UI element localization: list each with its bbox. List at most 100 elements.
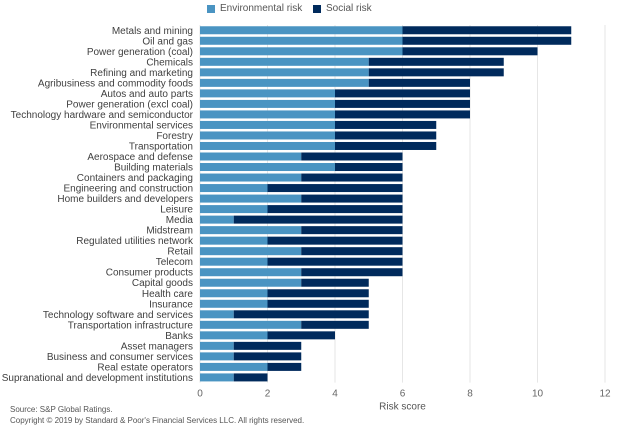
bar-social-risk bbox=[301, 152, 403, 161]
bar-environmental-risk bbox=[200, 26, 403, 35]
category-label: Transportation infrastructure bbox=[68, 320, 194, 331]
category-label: Environmental services bbox=[90, 120, 193, 131]
category-label: Midstream bbox=[146, 226, 193, 237]
bar-social-risk bbox=[301, 226, 403, 235]
bar-environmental-risk bbox=[200, 215, 234, 224]
bar-social-risk bbox=[233, 215, 403, 224]
category-label: Home builders and developers bbox=[57, 194, 193, 205]
legend-item-environmental: Environmental risk bbox=[207, 3, 302, 14]
x-axis-title: Risk score bbox=[379, 402, 426, 413]
legend-label-environmental: Environmental risk bbox=[220, 3, 303, 14]
category-label: Banks bbox=[165, 331, 193, 342]
category-label: Asset managers bbox=[121, 341, 193, 352]
bar-environmental-risk bbox=[200, 310, 234, 319]
category-label: Transportation bbox=[129, 141, 193, 152]
bar-environmental-risk bbox=[200, 110, 335, 119]
bar-environmental-risk bbox=[200, 247, 302, 256]
bar-social-risk bbox=[301, 320, 369, 329]
bar-environmental-risk bbox=[200, 78, 369, 87]
x-tick-label: 4 bbox=[332, 389, 338, 400]
bar-environmental-risk bbox=[200, 320, 302, 329]
bars bbox=[200, 26, 572, 382]
x-tick-label: 0 bbox=[197, 389, 203, 400]
bar-social-risk bbox=[368, 68, 504, 77]
category-label: Real estate operators bbox=[97, 362, 193, 373]
bar-environmental-risk bbox=[200, 99, 335, 108]
category-label: Capital goods bbox=[132, 278, 193, 289]
legend: Environmental risk Social risk bbox=[0, 3, 633, 17]
bar-social-risk bbox=[233, 341, 302, 350]
category-label: Power generation (excl coal) bbox=[66, 99, 193, 110]
x-tick-label: 8 bbox=[467, 389, 473, 400]
bar-environmental-risk bbox=[200, 131, 335, 140]
gridlines bbox=[199, 25, 606, 383]
category-label: Metals and mining bbox=[112, 26, 193, 37]
bar-social-risk bbox=[335, 110, 470, 119]
bar-social-risk bbox=[335, 163, 403, 172]
bar-social-risk bbox=[267, 299, 369, 308]
bar-environmental-risk bbox=[200, 226, 302, 235]
category-label: Technology software and services bbox=[43, 310, 193, 321]
legend-item-social: Social risk bbox=[313, 3, 372, 14]
bar-social-risk bbox=[368, 78, 470, 87]
bar-environmental-risk bbox=[200, 289, 268, 298]
x-tick-label: 10 bbox=[532, 389, 544, 400]
bar-social-risk bbox=[267, 362, 302, 371]
bar-social-risk bbox=[335, 99, 470, 108]
bar-social-risk bbox=[301, 268, 403, 277]
category-label: Media bbox=[166, 215, 194, 226]
bar-environmental-risk bbox=[200, 184, 268, 193]
bar-environmental-risk bbox=[200, 47, 403, 56]
bar-environmental-risk bbox=[200, 362, 268, 371]
bar-social-risk bbox=[267, 184, 403, 193]
category-label: Oil and gas bbox=[142, 36, 193, 47]
x-tick-label: 2 bbox=[265, 389, 271, 400]
bar-environmental-risk bbox=[200, 57, 369, 66]
x-tick-label: 12 bbox=[599, 389, 611, 400]
bar-environmental-risk bbox=[200, 173, 302, 182]
bar-environmental-risk bbox=[200, 163, 335, 172]
bar-social-risk bbox=[402, 26, 572, 35]
legend-swatch-environmental bbox=[207, 4, 215, 13]
legend-label-social: Social risk bbox=[326, 3, 372, 14]
category-label: Containers and packaging bbox=[77, 173, 193, 184]
bar-environmental-risk bbox=[200, 331, 268, 340]
x-tick-labels: 0 2 4 6 8 10 12 bbox=[197, 389, 611, 400]
category-label: Autos and auto parts bbox=[101, 89, 193, 100]
category-label: Consumer products bbox=[106, 268, 193, 279]
category-label: Regulated utilities network bbox=[76, 236, 194, 247]
bar-environmental-risk bbox=[200, 299, 268, 308]
bar-social-risk bbox=[402, 36, 572, 45]
x-tick-label: 6 bbox=[400, 389, 406, 400]
category-label: Power generation (coal) bbox=[87, 47, 193, 58]
category-label: Aerospace and defense bbox=[87, 152, 193, 163]
category-label: Supranational and development institutio… bbox=[2, 373, 193, 384]
bar-social-risk bbox=[335, 89, 470, 98]
category-label: Chemicals bbox=[146, 57, 193, 68]
category-label: Retail bbox=[167, 247, 193, 258]
category-label: Refining and marketing bbox=[90, 68, 193, 79]
bar-social-risk bbox=[267, 331, 335, 340]
bar-social-risk bbox=[402, 47, 538, 56]
category-label: Engineering and construction bbox=[63, 184, 193, 195]
category-label: Health care bbox=[142, 289, 194, 300]
bar-environmental-risk bbox=[200, 352, 234, 361]
category-label: Insurance bbox=[149, 299, 193, 310]
footer: Source: S&P Global Ratings. Copyright © … bbox=[10, 404, 304, 426]
category-label: Business and consumer services bbox=[47, 352, 193, 363]
copyright-note: Copyright © 2019 by Standard & Poor's Fi… bbox=[10, 416, 305, 425]
bar-social-risk bbox=[233, 310, 369, 319]
bar-environmental-risk bbox=[200, 268, 302, 277]
bar-environmental-risk bbox=[200, 36, 403, 45]
bar-environmental-risk bbox=[200, 68, 369, 77]
bar-environmental-risk bbox=[200, 278, 302, 287]
bar-social-risk bbox=[335, 141, 437, 150]
bar-social-risk bbox=[233, 352, 302, 361]
bar-social-risk bbox=[267, 205, 403, 214]
bar-environmental-risk bbox=[200, 120, 335, 129]
bar-environmental-risk bbox=[200, 194, 302, 203]
bar-social-risk bbox=[267, 236, 403, 245]
bar-environmental-risk bbox=[200, 89, 335, 98]
